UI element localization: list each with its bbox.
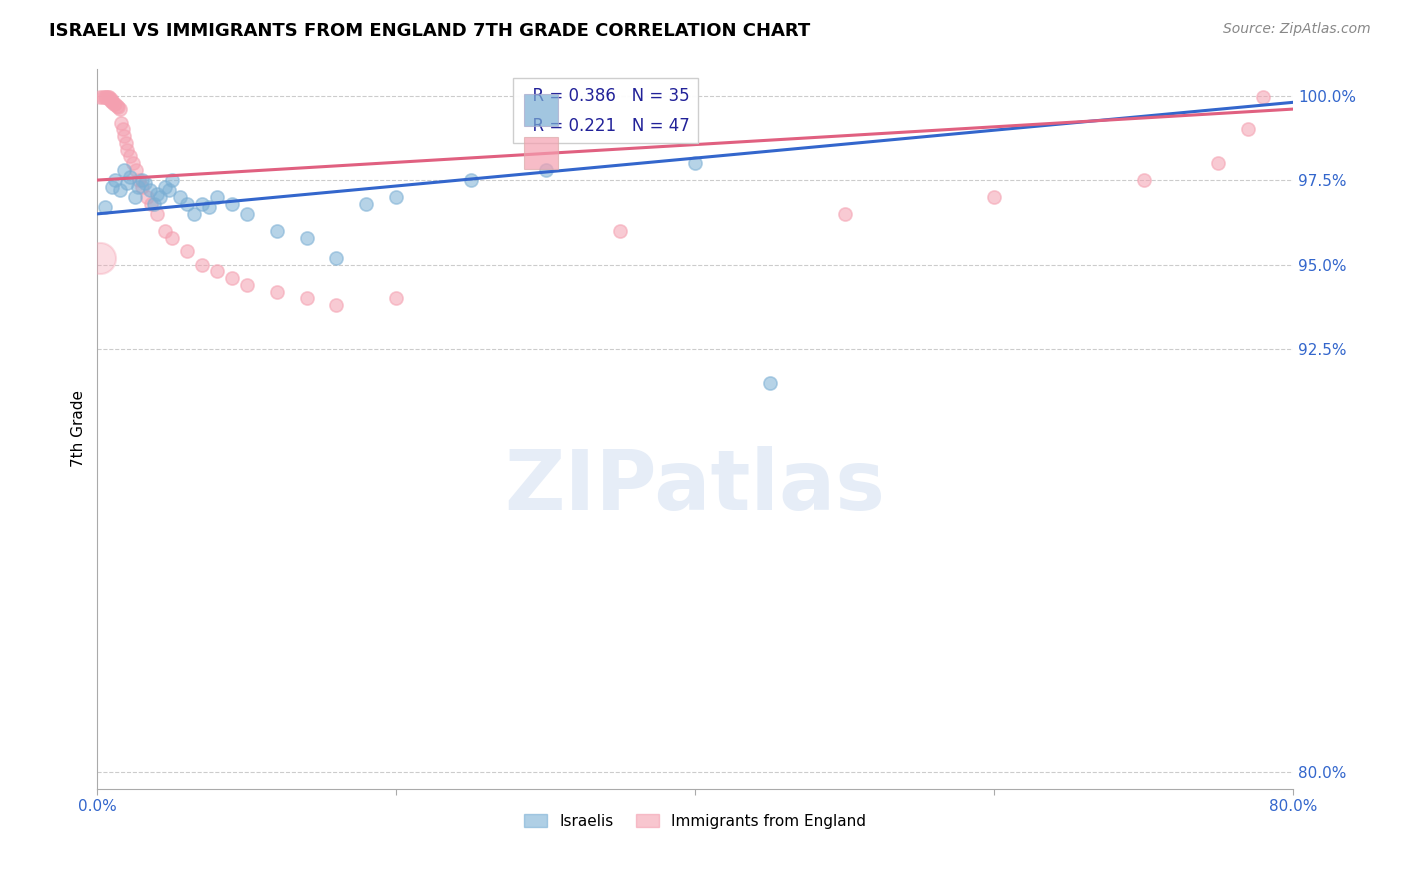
- Point: [138, 183, 160, 197]
- Point: [983, 190, 1005, 204]
- Point: [325, 251, 347, 265]
- Point: [100, 94, 122, 108]
- Point: [120, 169, 142, 184]
- Point: [176, 196, 198, 211]
- Point: [266, 285, 288, 299]
- Point: [759, 376, 782, 390]
- Point: [124, 190, 146, 204]
- Point: [143, 196, 166, 211]
- Point: [100, 92, 122, 106]
- Point: [1132, 173, 1154, 187]
- Point: [1237, 122, 1260, 136]
- Point: [149, 190, 172, 204]
- Point: [153, 224, 176, 238]
- Point: [460, 173, 482, 187]
- Point: [135, 190, 157, 204]
- Point: [191, 258, 214, 272]
- Point: [104, 173, 127, 187]
- Point: [295, 230, 318, 244]
- Point: [134, 177, 156, 191]
- Point: [97, 90, 120, 104]
- Text: ZIPatlas: ZIPatlas: [505, 446, 886, 526]
- Text: Source: ZipAtlas.com: Source: ZipAtlas.com: [1223, 22, 1371, 37]
- Point: [157, 183, 180, 197]
- Point: [108, 183, 131, 197]
- Point: [101, 94, 124, 108]
- Point: [131, 173, 153, 187]
- Legend: Israelis, Immigrants from England: Israelis, Immigrants from England: [517, 807, 873, 835]
- Point: [160, 173, 183, 187]
- Point: [266, 224, 288, 238]
- Point: [125, 163, 148, 178]
- Point: [103, 97, 125, 112]
- Point: [236, 277, 259, 292]
- Point: [356, 196, 378, 211]
- Point: [89, 251, 111, 265]
- Point: [153, 179, 176, 194]
- Point: [385, 190, 408, 204]
- Point: [127, 179, 149, 194]
- Point: [191, 196, 214, 211]
- Point: [325, 298, 347, 312]
- Point: [205, 264, 228, 278]
- Point: [108, 102, 131, 116]
- Point: [169, 190, 191, 204]
- Point: [221, 271, 243, 285]
- Y-axis label: 7th Grade: 7th Grade: [72, 390, 86, 467]
- Point: [96, 90, 118, 104]
- Point: [534, 163, 557, 178]
- Point: [176, 244, 198, 258]
- Point: [105, 99, 128, 113]
- Point: [385, 292, 408, 306]
- Point: [1251, 90, 1274, 104]
- Point: [98, 92, 121, 106]
- Point: [114, 136, 136, 150]
- Point: [146, 207, 169, 221]
- Point: [834, 207, 856, 221]
- Point: [146, 186, 169, 201]
- Point: [221, 196, 243, 211]
- Point: [1206, 156, 1229, 170]
- Point: [198, 200, 221, 214]
- Point: [609, 224, 631, 238]
- Point: [236, 207, 259, 221]
- Text: ISRAELI VS IMMIGRANTS FROM ENGLAND 7TH GRADE CORRELATION CHART: ISRAELI VS IMMIGRANTS FROM ENGLAND 7TH G…: [49, 22, 810, 40]
- Point: [112, 129, 135, 144]
- Point: [141, 196, 163, 211]
- Point: [131, 179, 153, 194]
- Point: [205, 190, 228, 204]
- Point: [101, 179, 124, 194]
- Point: [115, 143, 138, 157]
- Point: [94, 200, 117, 214]
- Point: [115, 177, 138, 191]
- Point: [94, 90, 117, 104]
- Point: [89, 90, 111, 104]
- Point: [122, 156, 145, 170]
- Point: [295, 292, 318, 306]
- Point: [160, 230, 183, 244]
- Point: [128, 173, 150, 187]
- Point: [91, 90, 114, 104]
- Point: [101, 95, 124, 110]
- Point: [683, 156, 706, 170]
- Point: [112, 163, 135, 178]
- Point: [98, 90, 121, 104]
- Bar: [524, 136, 558, 169]
- Bar: [524, 94, 558, 126]
- Point: [110, 115, 132, 129]
- Point: [107, 100, 129, 114]
- Text: R = 0.386   N = 35
  R = 0.221   N = 47: R = 0.386 N = 35 R = 0.221 N = 47: [522, 87, 689, 135]
- Point: [104, 97, 127, 112]
- Point: [183, 207, 205, 221]
- Point: [111, 122, 134, 136]
- Point: [120, 149, 142, 163]
